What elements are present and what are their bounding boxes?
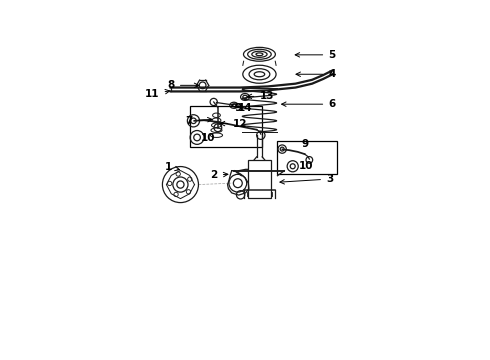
Text: 7: 7 [186, 116, 212, 126]
Text: 10: 10 [201, 133, 216, 143]
Text: 6: 6 [282, 99, 336, 109]
Text: 9: 9 [235, 103, 242, 113]
Text: 13: 13 [247, 91, 274, 102]
Text: 12: 12 [220, 118, 247, 129]
Text: 4: 4 [296, 69, 336, 79]
Text: 3: 3 [280, 174, 333, 184]
Text: 11: 11 [145, 89, 170, 99]
Text: 5: 5 [295, 50, 336, 60]
Text: 1: 1 [164, 162, 179, 172]
Text: 14: 14 [232, 103, 253, 113]
Bar [248, 160, 270, 198]
Text: 8: 8 [168, 80, 199, 90]
Text: 2: 2 [211, 170, 228, 180]
Text: 9: 9 [301, 139, 309, 149]
Text: 10: 10 [299, 161, 313, 171]
